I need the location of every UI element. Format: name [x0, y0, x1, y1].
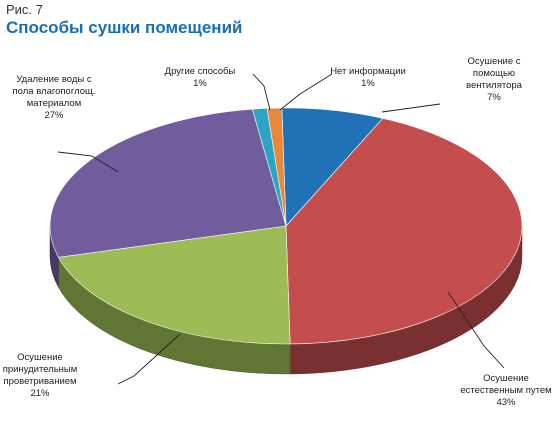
slice-2-pct: 21%	[30, 388, 50, 399]
pie-top-layer	[49, 107, 523, 345]
slice-0-label-line-1: помощью	[473, 68, 515, 79]
leader-line-3	[57, 151, 119, 173]
slice-2-label-line-1: принудительным	[3, 364, 78, 375]
slice-5-pct: 1%	[361, 78, 375, 89]
leader-line-0	[381, 103, 441, 113]
leader-line-1	[447, 291, 505, 369]
pie-slice-1	[285, 118, 523, 345]
leader-line-4	[252, 73, 271, 111]
slice-3-label-line-0: Удаление воды с	[16, 74, 91, 85]
slice-4-label-line-0: Другие способы	[165, 66, 236, 77]
chart-title: Способы сушки помещений	[6, 18, 243, 37]
leader-line-2	[117, 333, 181, 385]
slice-2-label-line-2: проветриванием	[3, 376, 76, 387]
slice-0-label-line-2: вентилятора	[466, 80, 523, 91]
slice-0-pct: 7%	[487, 92, 501, 103]
pie-slice-3	[49, 108, 287, 258]
pie-slice-0	[281, 107, 384, 227]
slice-1-pct: 43%	[496, 397, 516, 408]
slice-1-label-line-0: Осушение	[483, 373, 529, 384]
pie-slice-2	[57, 225, 291, 345]
slice-4-pct: 1%	[193, 78, 207, 89]
slice-0-label-line-0: Осушение с	[467, 56, 520, 67]
slice-2-label-line-0: Осушение	[17, 352, 63, 363]
slice-3-label-line-1: пола влагопоглощ.	[13, 86, 96, 97]
slice-3-label-line-2: материалом	[27, 98, 81, 109]
slice-5-label-line-0: Нет информации	[330, 66, 406, 77]
slice-labels: Осушение спомощьювентилятора7%Осушениеес…	[3, 56, 552, 408]
leader-line-5	[279, 73, 333, 111]
slice-1-label-line-1: естественным путем	[460, 385, 551, 396]
leader-lines	[57, 73, 505, 385]
slice-3-pct: 27%	[44, 110, 64, 121]
figure-label: Рис. 7	[6, 2, 43, 17]
